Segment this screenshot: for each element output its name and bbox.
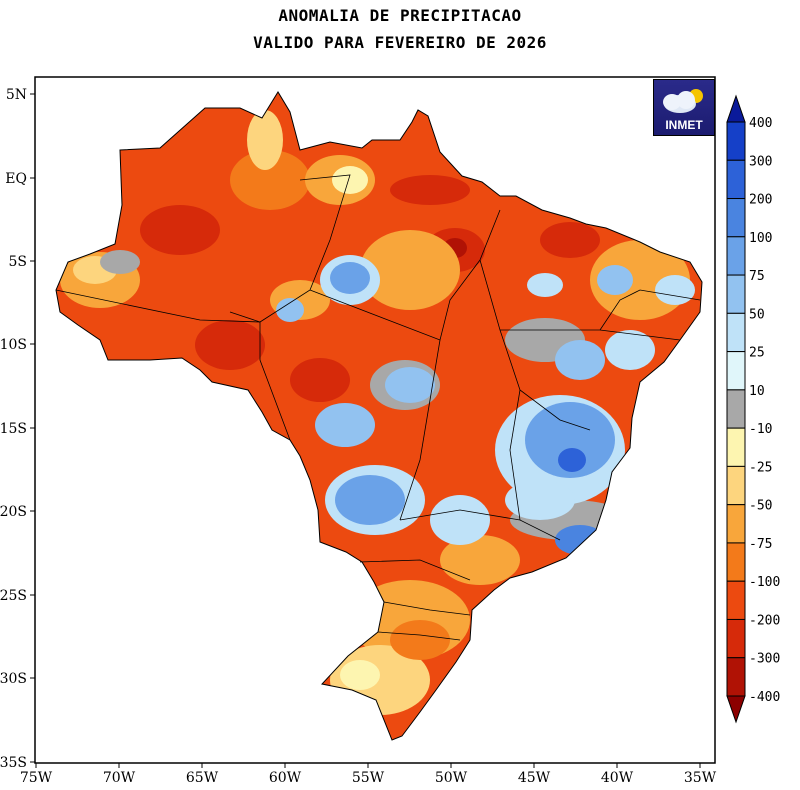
x-tick-label: 55W xyxy=(352,770,385,786)
x-tick-label: 40W xyxy=(601,770,634,786)
colorbar-segment xyxy=(726,198,746,238)
y-tick-label: 30S xyxy=(0,671,27,687)
colorbar-segment xyxy=(726,465,746,506)
x-tick-label: 35W xyxy=(684,770,717,786)
colorbar-segment xyxy=(726,351,746,391)
colorbar-label: 25 xyxy=(749,346,765,361)
colorbar-label: -300 xyxy=(749,652,780,667)
x-tick-label: 45W xyxy=(518,770,551,786)
colorbar-label: -400 xyxy=(749,690,780,705)
colorbar-label: -75 xyxy=(749,537,772,552)
y-tick-label: 35S xyxy=(0,755,27,771)
colorbar-bottom-arrow xyxy=(726,695,746,724)
logo-text: INMET xyxy=(665,118,703,132)
y-tick-label: EQ xyxy=(5,171,27,187)
colorbar-label: 10 xyxy=(749,384,765,399)
colorbar-label: -10 xyxy=(749,422,772,437)
y-tick-label: 10S xyxy=(0,337,27,353)
colorbar-segment xyxy=(726,236,746,276)
y-tick-label: 20S xyxy=(0,504,27,520)
colorbar-segment xyxy=(726,618,746,659)
title-line-2: VALIDO PARA FEVEREIRO DE 2026 xyxy=(253,33,547,52)
colorbar-segment xyxy=(726,580,746,620)
x-tick-label: 50W xyxy=(435,770,468,786)
title-line-1: ANOMALIA DE PRECIPITACAO xyxy=(278,6,522,25)
colorbar-segment xyxy=(726,274,746,314)
colorbar-label: 100 xyxy=(749,231,772,246)
y-axis-labels: 5N EQ 5S 10S 15S 20S 25S 30S 35S xyxy=(0,87,27,771)
colorbar-label: -100 xyxy=(749,575,780,590)
colorbar-label: 75 xyxy=(749,269,765,284)
x-axis-labels: 75W 70W 65W 60W 55W 50W 45W 40W 35W xyxy=(20,770,717,786)
axis-ticks xyxy=(30,93,701,768)
colorbar-top-arrow xyxy=(726,94,746,123)
x-tick-label: 70W xyxy=(103,770,136,786)
colorbar-segment xyxy=(726,657,746,697)
colorbar-label: 50 xyxy=(749,307,765,322)
colorbar-label: -50 xyxy=(749,499,772,514)
colorbar-label: 400 xyxy=(749,116,772,131)
x-tick-label: 75W xyxy=(20,770,53,786)
colorbar-segment xyxy=(726,121,746,161)
y-tick-label: 5N xyxy=(6,87,27,103)
y-tick-label: 15S xyxy=(0,421,27,437)
colorbar-segment xyxy=(726,312,746,353)
x-tick-label: 60W xyxy=(269,770,302,786)
colorbar-label: 200 xyxy=(749,193,772,208)
y-tick-label: 5S xyxy=(9,254,28,270)
colorbar-label: -25 xyxy=(749,460,772,475)
colorbar-segment xyxy=(726,542,746,582)
colorbar-segment xyxy=(726,389,746,429)
colorbar-segment xyxy=(726,427,746,467)
cloud-sun-icon xyxy=(663,89,703,113)
x-tick-label: 65W xyxy=(186,770,219,786)
colorbar-label: -200 xyxy=(749,613,780,628)
colorbar-label: 300 xyxy=(749,154,772,169)
inmet-logo: INMET xyxy=(653,79,715,136)
colorbar-segment xyxy=(726,504,746,544)
y-tick-label: 25S xyxy=(0,588,27,604)
colorbar: 400 300 200 100 75 50 25 10 -10 -25 -50 -75 -100 -200… xyxy=(726,94,780,724)
colorbar-segment xyxy=(726,159,746,200)
state-borders xyxy=(55,174,701,641)
